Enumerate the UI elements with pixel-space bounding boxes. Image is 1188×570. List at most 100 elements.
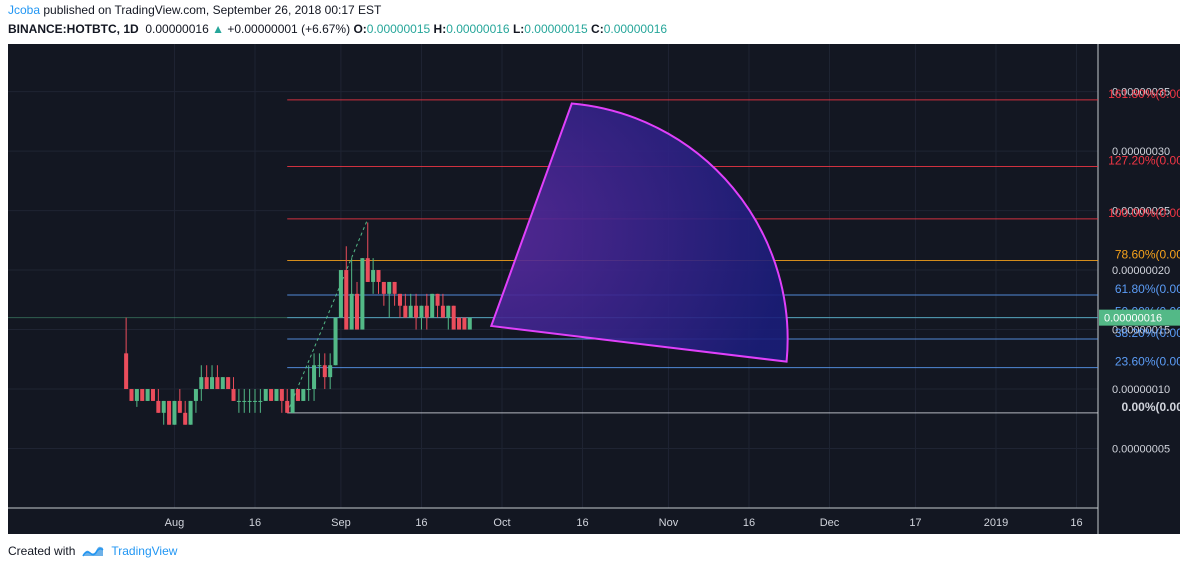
candle-up (338, 270, 343, 318)
candle-down (457, 317, 462, 330)
time-axis-tick-label: Dec (820, 517, 840, 529)
close-value: 0.00000016 (603, 22, 668, 36)
fib-level-label: 127.20%(0.00000029) (1108, 154, 1180, 168)
candle-down (397, 293, 402, 306)
time-axis-tick-label: Sep (331, 517, 351, 529)
candle-down (226, 377, 231, 390)
fib-level-label: 61.80%(0.00000018) (1115, 282, 1180, 296)
candle-up (134, 389, 139, 401)
candle-up (387, 281, 392, 294)
created-with-text: Created with (8, 544, 76, 558)
candle-down (451, 305, 456, 330)
fib-level-label: 100.00%(0.00000024) (1108, 206, 1180, 220)
time-axis-tick-label: 16 (1070, 517, 1082, 529)
candle-down (215, 377, 220, 390)
low-value: 0.00000015 (524, 22, 588, 36)
fib-level-label: 78.60%(0.00000021) (1115, 248, 1180, 262)
candle-down (156, 400, 161, 413)
fib-level-label: 23.60%(0.00000012) (1115, 355, 1180, 369)
fan-sector-drawing[interactable] (489, 102, 789, 363)
time-axis-tick-label: Aug (165, 517, 185, 529)
tradingview-logo-icon[interactable] (81, 544, 105, 558)
candle-up (263, 389, 268, 401)
high-value: 0.00000016 (446, 22, 510, 36)
time-axis-tick-label: 16 (576, 517, 588, 529)
candle-down (414, 305, 419, 318)
candle-up (258, 400, 263, 402)
fib-level-label: 38.20%(0.00000014) (1115, 326, 1180, 340)
candle-down (365, 258, 370, 282)
candle-up (242, 400, 247, 402)
candle-down (285, 400, 290, 413)
candle-up (161, 400, 166, 413)
candle-up (236, 400, 241, 402)
symbol-label: BINANCE:HOTBTC, 1D (8, 22, 139, 36)
candle-down (392, 281, 397, 294)
candle-down (183, 412, 188, 425)
tradingview-brand-link[interactable]: TradingView (111, 544, 178, 558)
candle-up (252, 400, 258, 402)
time-axis-tick-label: 16 (415, 517, 427, 529)
low-label: L: (512, 22, 525, 36)
candle-down (344, 270, 349, 330)
price-axis-tick-label: 0.00000005 (1112, 444, 1170, 456)
trend-line[interactable] (286, 218, 369, 414)
candle-up (312, 365, 317, 390)
fib-level-label: 161.80%(0.00000034) (1108, 87, 1180, 101)
chart-svg[interactable]: 0.00000005 0.00000010 0.00000015 0.00000020… (8, 44, 1180, 534)
candle-up (419, 305, 424, 318)
candle-up (328, 365, 333, 378)
candle-up (317, 365, 322, 367)
candle-up (210, 377, 215, 390)
candle-down (124, 353, 129, 390)
price-axis-tick-label: 0.00000035 (1112, 87, 1170, 99)
candle-up (306, 389, 311, 391)
current-price-badge (1099, 309, 1180, 326)
time-axis-tick-label: Oct (493, 517, 510, 529)
price-axis-tick-label: 0.00000020 (1112, 265, 1170, 277)
candle-down (381, 281, 386, 294)
candle-up (446, 305, 451, 318)
high-label: H: (433, 22, 447, 36)
candle-up (349, 293, 354, 330)
price-axis-tick-label: 0.00000025 (1112, 206, 1170, 218)
last-price: 0.00000016 (145, 22, 209, 36)
candle-down (435, 293, 440, 306)
current-price-badge-label: 0.00000016 (1104, 313, 1162, 325)
time-axis-tick-label: Nov (659, 517, 679, 529)
author-link[interactable]: Jcoba (8, 3, 41, 17)
fib-level-label: 0.00%(0.00000008) (1121, 400, 1180, 414)
candle-down (129, 389, 134, 401)
up-arrow-icon: ▲ (212, 22, 224, 36)
published-text: published on TradingView.com, September … (40, 3, 382, 17)
time-axis-tick-label: 16 (249, 517, 261, 529)
chart-area[interactable]: 0.00000005 0.00000010 0.00000015 0.00000020… (8, 44, 1180, 534)
candle-up (290, 389, 295, 413)
time-axis-tick-label: 2019 (984, 517, 1008, 529)
candle-down (440, 305, 445, 318)
symbol-info-bar: BINANCE:HOTBTC, 1D 0.00000016 ▲ +0.00000… (8, 22, 667, 36)
candle-down (279, 389, 284, 401)
candle-up (145, 389, 150, 401)
candle-down (150, 389, 155, 401)
candle-down (355, 293, 360, 330)
candle-down (462, 317, 467, 330)
footer: Created with TradingView (8, 544, 177, 558)
candle-down (177, 400, 182, 413)
candle-down (204, 377, 209, 390)
price-change: +0.00000001 (+6.67%) (227, 22, 351, 36)
candle-down (269, 389, 274, 401)
candle-up (172, 400, 177, 425)
candle-up (467, 317, 472, 330)
candle-up (193, 389, 198, 401)
candle-down (231, 389, 236, 401)
candle-down (424, 305, 429, 318)
candle-up (333, 317, 338, 366)
candle-up (408, 305, 413, 318)
candle-down (140, 389, 145, 401)
candle-up (360, 258, 365, 330)
candle-up (430, 293, 435, 318)
candle-down (167, 400, 172, 425)
price-axis-tick-label: 0.00000030 (1112, 146, 1170, 158)
open-value: 0.00000015 (366, 22, 431, 36)
